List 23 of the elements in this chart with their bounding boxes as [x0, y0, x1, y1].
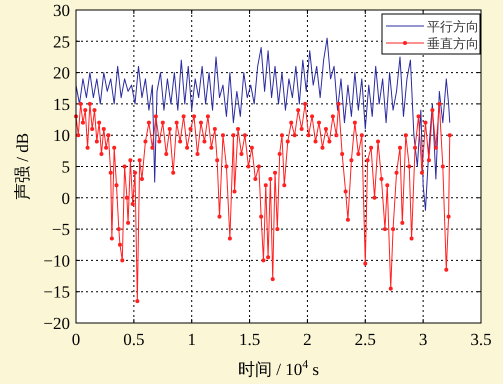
- x-tick-label: 3: [418, 330, 428, 349]
- x-tick-label: 2.5: [354, 330, 376, 349]
- line-series: [76, 38, 450, 211]
- x-axis-title: 时间 / 10$^{4}$ s: [238, 357, 320, 379]
- y-tick-label: 10: [53, 126, 70, 146]
- x-tick-label: 1: [187, 330, 196, 349]
- y-tick-label: −5: [52, 220, 70, 240]
- y-tick-label: 30: [53, 1, 70, 20]
- y-tick-label: −10: [43, 251, 70, 270]
- y-tick-label: 15: [53, 94, 70, 114]
- y-tick-label: −15: [43, 282, 70, 302]
- y-tick-label: 25: [53, 32, 70, 52]
- x-tick-label: 1.5: [238, 330, 260, 349]
- y-tick-label: 5: [62, 158, 70, 176]
- x-tick-label: 0.5: [123, 330, 144, 349]
- y-tick-label: 20: [53, 64, 70, 83]
- x-tick-label: 3.5: [470, 330, 492, 349]
- y-axis-title: 声强 / dB: [13, 132, 32, 200]
- legend-label: 垂直方向: [427, 36, 479, 51]
- x-tick-label: 2: [303, 330, 312, 349]
- legend-label: 平行方向: [427, 19, 479, 34]
- y-tick-label: −20: [43, 314, 70, 333]
- y-tick-label: 0: [62, 188, 70, 208]
